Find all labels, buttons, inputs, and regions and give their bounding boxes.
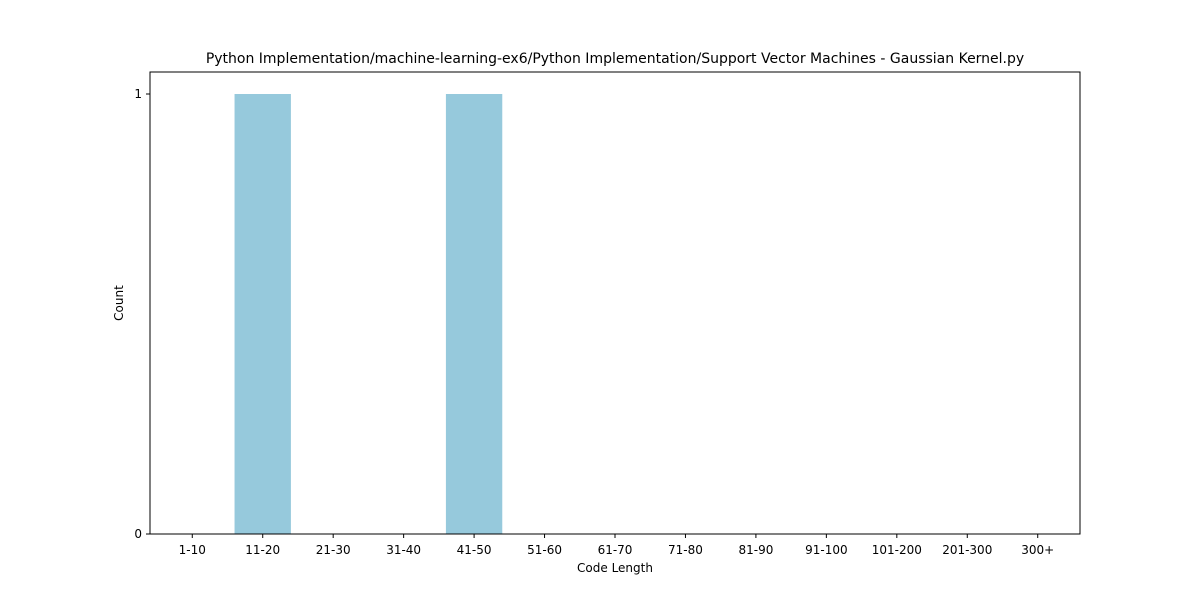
y-axis-label: Count	[112, 285, 126, 321]
bar-11-20	[234, 94, 291, 534]
x-tick-label: 71-80	[668, 543, 703, 557]
x-tick-label: 41-50	[457, 543, 492, 557]
y-axis-ticks: 01	[134, 87, 150, 541]
x-tick-label: 81-90	[738, 543, 773, 557]
y-tick-label: 0	[134, 527, 142, 541]
x-tick-label: 1-10	[179, 543, 206, 557]
x-tick-label: 11-20	[245, 543, 280, 557]
x-tick-label: 21-30	[316, 543, 351, 557]
x-tick-label: 300+	[1021, 543, 1054, 557]
x-tick-label: 101-200	[872, 543, 922, 557]
x-tick-label: 91-100	[805, 543, 848, 557]
bar-41-50	[445, 94, 503, 534]
x-tick-label: 61-70	[598, 543, 633, 557]
x-tick-label: 31-40	[386, 543, 421, 557]
x-tick-label: 51-60	[527, 543, 562, 557]
x-axis-label: Code Length	[577, 561, 653, 575]
y-tick-label: 1	[134, 87, 142, 101]
chart-title: Python Implementation/machine-learning-e…	[206, 51, 1024, 67]
x-axis-ticks: 1-10 11-20 21-30 31-40 41-50 51-60 61-70 71-80 8…	[179, 534, 1054, 557]
bars-group	[234, 94, 503, 534]
x-tick-label: 201-300	[942, 543, 992, 557]
